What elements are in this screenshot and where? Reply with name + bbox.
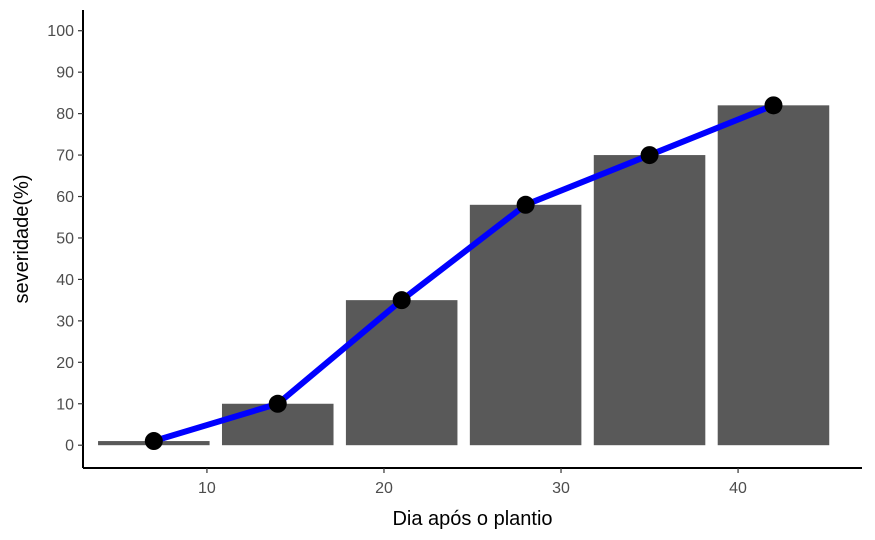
points-layer bbox=[144, 96, 783, 451]
y-tick-label: 0 bbox=[65, 438, 74, 455]
y-tick-label: 80 bbox=[56, 106, 74, 123]
y-tick-label: 40 bbox=[56, 272, 74, 289]
y-tick-label: 60 bbox=[56, 189, 74, 206]
y-tick-label: 20 bbox=[56, 355, 74, 372]
bars-layer bbox=[98, 105, 830, 446]
line-layer bbox=[150, 102, 777, 445]
data-point bbox=[268, 394, 287, 413]
y-tick-label: 30 bbox=[56, 313, 74, 330]
y-tick-label: 70 bbox=[56, 148, 74, 165]
y-tick-label: 90 bbox=[56, 65, 74, 82]
data-point bbox=[144, 432, 163, 451]
x-tick-label: 40 bbox=[729, 480, 747, 497]
y-tick-label: 10 bbox=[56, 396, 74, 413]
x-tick-label: 20 bbox=[375, 480, 393, 497]
data-point bbox=[764, 96, 783, 115]
bar bbox=[593, 155, 706, 446]
y-axis-title: severidade(%) bbox=[11, 175, 33, 304]
axes-layer: 0 10 20 30 40 50 60 70 80 90 100 10 20 30 40 bbox=[47, 10, 862, 497]
series-line bbox=[150, 102, 777, 445]
data-point bbox=[640, 146, 659, 165]
data-point bbox=[516, 195, 535, 214]
y-tick-label: 50 bbox=[56, 230, 74, 247]
x-axis-title: Dia após o plantio bbox=[392, 508, 552, 530]
y-tick-label: 100 bbox=[47, 23, 74, 40]
x-tick-label: 10 bbox=[198, 480, 216, 497]
data-point bbox=[392, 291, 411, 310]
bar bbox=[717, 105, 830, 446]
bar bbox=[345, 300, 458, 446]
bar bbox=[469, 204, 582, 446]
x-tick-label: 30 bbox=[552, 480, 570, 497]
